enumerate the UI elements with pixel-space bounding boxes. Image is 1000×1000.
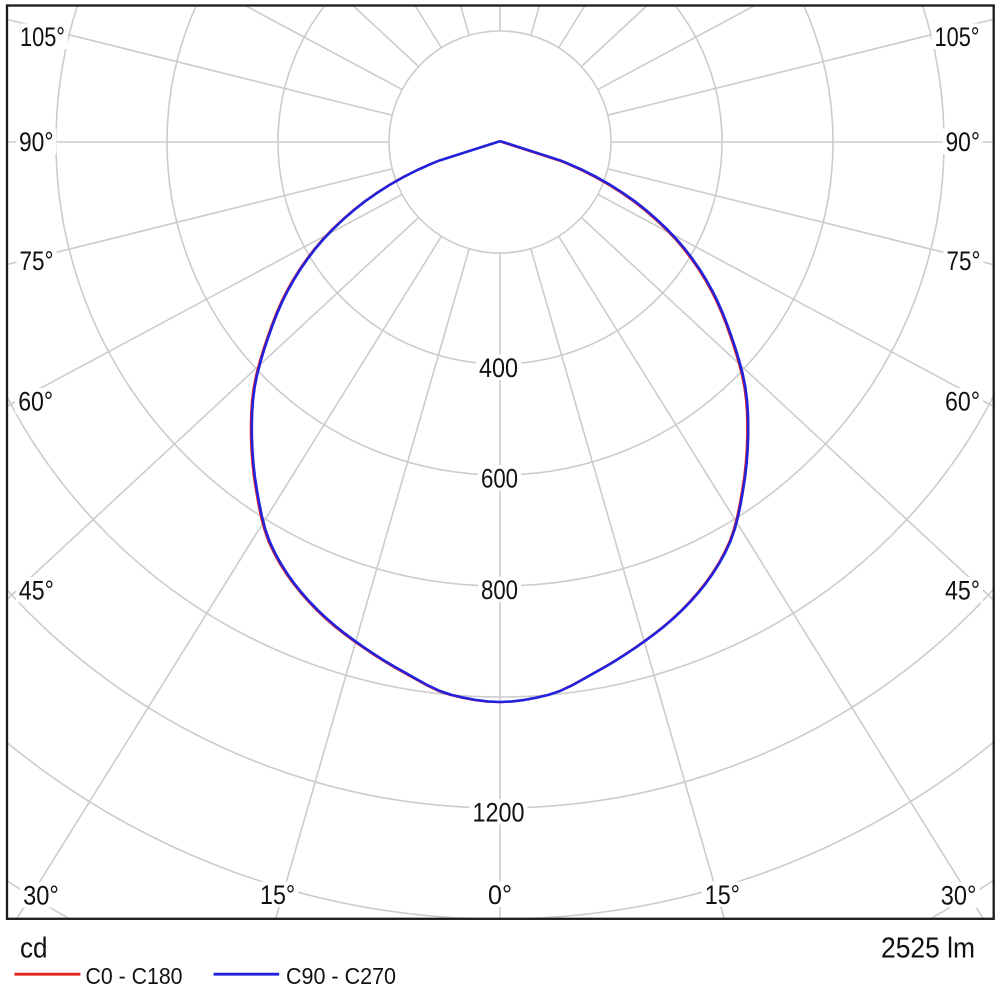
svg-text:400: 400: [479, 353, 518, 383]
svg-text:75°: 75°: [947, 246, 981, 276]
svg-text:cd: cd: [20, 933, 48, 965]
svg-text:30°: 30°: [941, 881, 977, 911]
svg-text:105°: 105°: [935, 22, 980, 52]
svg-text:2525 lm: 2525 lm: [881, 933, 975, 965]
svg-text:90°: 90°: [946, 127, 981, 157]
svg-text:600: 600: [481, 464, 518, 494]
svg-text:15°: 15°: [260, 880, 295, 910]
svg-text:60°: 60°: [18, 387, 53, 417]
svg-text:C0 - C180: C0 - C180: [86, 963, 183, 989]
svg-text:C90 - C270: C90 - C270: [286, 963, 396, 989]
svg-text:30°: 30°: [23, 881, 59, 911]
svg-text:45°: 45°: [945, 576, 980, 606]
svg-text:800: 800: [481, 575, 518, 605]
svg-text:45°: 45°: [19, 576, 54, 606]
svg-text:0°: 0°: [488, 880, 512, 910]
svg-text:60°: 60°: [945, 387, 980, 417]
svg-text:90°: 90°: [19, 127, 54, 157]
svg-text:15°: 15°: [705, 880, 740, 910]
svg-text:75°: 75°: [20, 246, 54, 276]
svg-text:1200: 1200: [473, 798, 525, 828]
svg-text:105°: 105°: [20, 22, 65, 52]
